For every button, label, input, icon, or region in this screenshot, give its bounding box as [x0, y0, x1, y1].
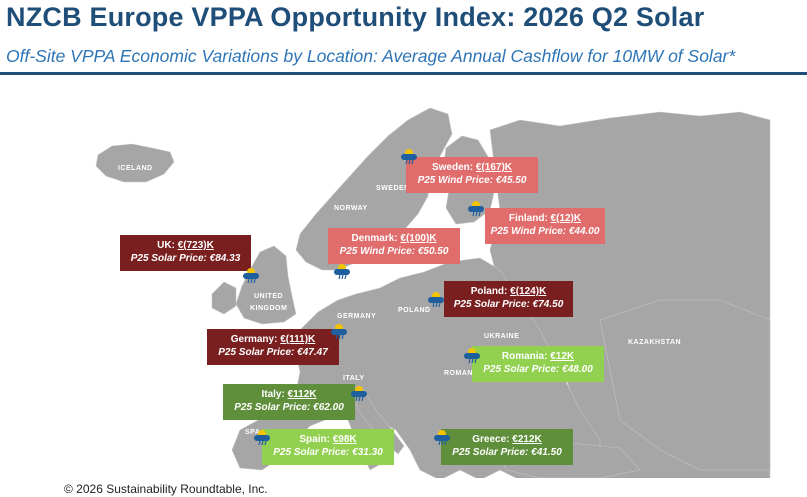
label-norway: NORWAY: [334, 205, 368, 212]
marker-value: €(124)K: [510, 286, 547, 297]
weather-sun-icon: [464, 348, 480, 364]
marker-price: P25 Wind Price: €50.50: [339, 246, 449, 257]
weather-sun-icon: [401, 149, 417, 165]
marker-value: €(100)K: [400, 233, 437, 244]
marker-price: P25 Wind Price: €44.00: [490, 226, 600, 237]
east-shape: [599, 299, 771, 471]
label-poland: POLAND: [398, 307, 431, 314]
marker-value: €98K: [332, 434, 357, 445]
marker-country: Romania: [501, 351, 545, 362]
marker-country: Denmark: [351, 233, 395, 244]
marker-price: P25 Wind Price: €45.50: [417, 175, 527, 186]
label-germany: GERMANY: [337, 313, 376, 320]
label-kazakhstan: KAZAKHSTAN: [628, 339, 681, 346]
marker-price: P25 Solar Price: €31.30: [273, 447, 383, 458]
marker-value: €(111)K: [280, 334, 316, 345]
marker-price: P25 Solar Price: €47.47: [218, 347, 328, 358]
marker-price: P25 Solar Price: €84.33: [130, 253, 241, 264]
label-italy: ITALY: [343, 375, 365, 382]
marker-box-germany: Germany: €(111)K P25 Solar Price: €47.47: [207, 329, 339, 365]
marker-box-sweden: Sweden: €(167)K P25 Wind Price: €45.50: [406, 157, 538, 193]
uk-shape: [235, 245, 297, 325]
label-romania: ROMANIA: [444, 370, 481, 377]
weather-sun-icon: [428, 292, 444, 308]
ireland-shape: [211, 281, 237, 315]
label-sweden: SWEDEN: [376, 185, 410, 192]
weather-sun-icon: [434, 430, 450, 446]
marker-value: €(12)K: [550, 213, 582, 224]
marker-country: Finland: [508, 213, 545, 224]
marker-value: €(723)K: [177, 240, 214, 251]
label-kingdom: KINGDOM: [250, 305, 287, 312]
marker-country: UK: [157, 240, 172, 251]
marker-country: Greece: [472, 434, 507, 445]
marker-box-greece: Greece: €212K P25 Solar Price: €41.50: [441, 429, 573, 465]
label-ukraine: UKRAINE: [484, 333, 519, 340]
weather-sun-icon: [351, 386, 367, 402]
copyright-footer: © 2026 Sustainability Roundtable, Inc.: [64, 482, 268, 496]
marker-value: €12K: [550, 351, 575, 362]
label-iceland: ICELAND: [118, 165, 153, 172]
marker-price: P25 Solar Price: €62.00: [234, 402, 344, 413]
marker-value: €212K: [512, 434, 542, 445]
marker-value: €112K: [287, 389, 317, 400]
marker-country: Sweden: [431, 162, 470, 173]
marker-box-finland: Finland: €(12)K P25 Wind Price: €44.00: [485, 208, 605, 244]
weather-sun-icon: [334, 264, 350, 280]
marker-box-poland: Poland: €(124)K P25 Solar Price: €74.50: [444, 281, 573, 317]
marker-price: P25 Solar Price: €74.50: [453, 299, 564, 310]
europe-map: ICELAND SWEDEN NORWAY UNITED KINGDOM GER…: [95, 107, 771, 478]
marker-price: P25 Solar Price: €41.50: [452, 447, 562, 458]
marker-country: Italy: [261, 389, 282, 400]
marker-box-uk: UK: €(723)K P25 Solar Price: €84.33: [120, 235, 251, 271]
marker-box-romania: Romania: €12K P25 Solar Price: €48.00: [472, 346, 604, 382]
marker-country: Germany: [230, 334, 275, 345]
iceland-shape: [95, 143, 175, 183]
weather-sun-icon: [331, 324, 347, 340]
weather-sun-icon: [468, 201, 484, 217]
page-title: NZCB Europe VPPA Opportunity Index: 2026…: [6, 2, 705, 32]
page-subtitle: Off-Site VPPA Economic Variations by Loc…: [6, 46, 736, 66]
marker-box-spain: Spain: €98K P25 Solar Price: €31.30: [262, 429, 394, 465]
label-united: UNITED: [254, 293, 283, 300]
marker-price: P25 Solar Price: €48.00: [483, 364, 593, 375]
marker-box-denmark: Denmark: €(100)K P25 Wind Price: €50.50: [328, 228, 460, 264]
marker-value: €(167)K: [475, 162, 513, 173]
weather-sun-icon: [243, 268, 259, 284]
marker-box-italy: Italy: €112K P25 Solar Price: €62.00: [223, 384, 355, 420]
marker-country: Spain: [299, 434, 327, 445]
title-divider: [0, 72, 807, 75]
marker-country: Poland: [470, 286, 505, 297]
label-spain: SPA: [245, 429, 260, 436]
weather-sun-icon: [254, 430, 270, 446]
